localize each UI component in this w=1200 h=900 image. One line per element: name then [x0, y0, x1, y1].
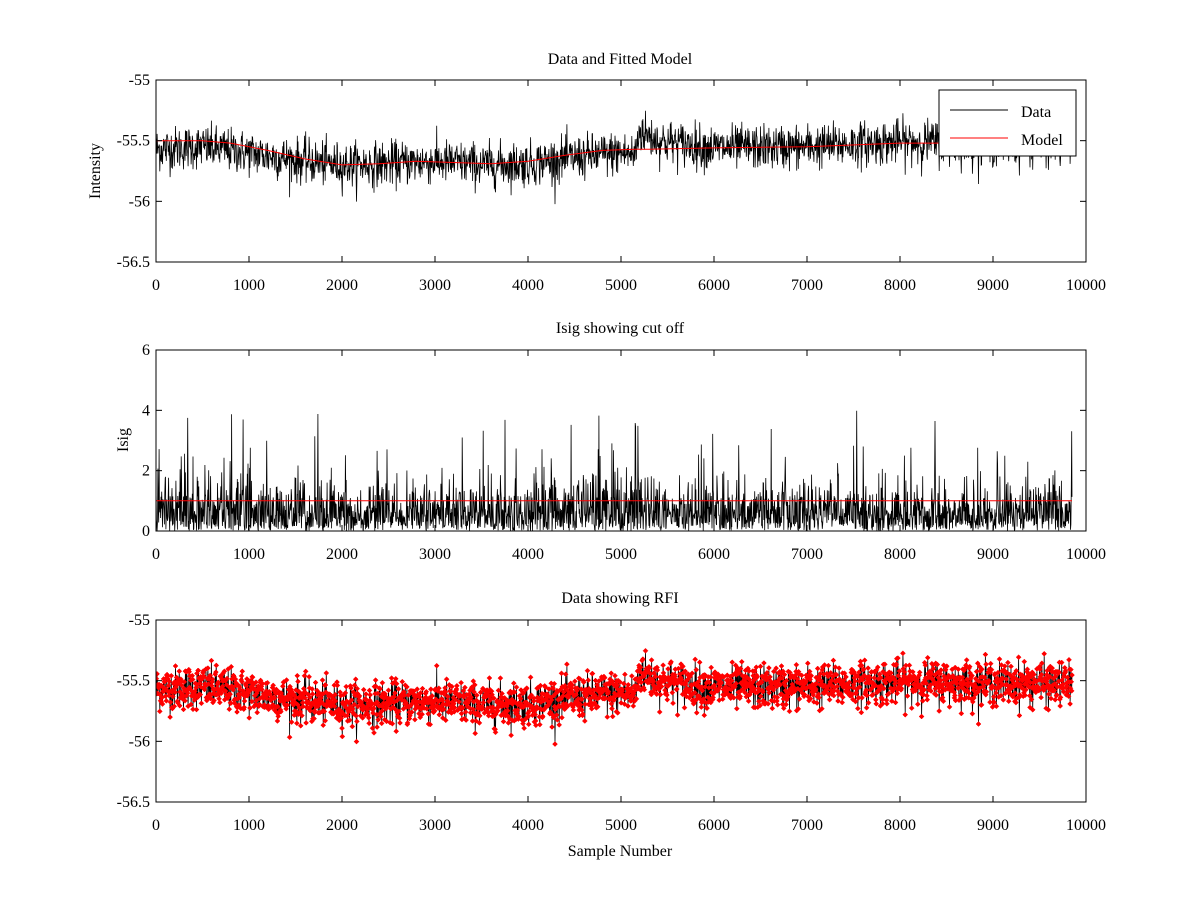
x-tick-label: 10000	[1066, 546, 1106, 563]
x-tick-label: 10000	[1066, 277, 1106, 294]
y-tick-label: 0	[142, 523, 150, 540]
axis-ticks: 0 1000 2000 3000 4000 5000 6000 7000 8000 9000 100…	[117, 72, 1106, 294]
y-tick-label: -56.5	[117, 794, 150, 811]
y-axis-label: Isig	[115, 428, 132, 452]
y-tick-label: -55.5	[117, 133, 150, 150]
axis-ticks: 0 1000 2000 3000 4000 5000 6000 7000 8000 9000 100…	[117, 612, 1106, 834]
series-data	[156, 110, 1073, 205]
rfi-markers	[156, 647, 1075, 747]
x-tick-label: 5000	[605, 817, 637, 834]
y-tick-label: -55.5	[117, 673, 150, 690]
x-tick-label: 6000	[698, 817, 730, 834]
x-tick-label: 0	[152, 277, 160, 294]
plot-area	[156, 410, 1073, 531]
y-tick-label: 2	[142, 463, 150, 480]
x-tick-label: 3000	[419, 546, 451, 563]
y-tick-label: -56	[129, 193, 150, 210]
x-tick-label: 10000	[1066, 817, 1106, 834]
x-tick-label: 7000	[791, 546, 823, 563]
x-tick-label: 4000	[512, 546, 544, 563]
series-model	[156, 140, 1073, 166]
chart-title: Data showing RFI	[561, 590, 678, 607]
x-tick-label: 0	[152, 546, 160, 563]
x-axis-label: Sample Number	[568, 843, 673, 860]
chart-title: Data and Fitted Model	[548, 51, 693, 68]
y-tick-label: -56	[129, 733, 150, 750]
axis-ticks: 0 1000 2000 3000 4000 5000 6000 7000 8000 9000 100…	[142, 342, 1106, 563]
x-tick-label: 2000	[326, 546, 358, 563]
x-tick-label: 1000	[233, 277, 265, 294]
x-tick-label: 0	[152, 817, 160, 834]
x-tick-label: 2000	[326, 817, 358, 834]
y-axis-label: Intensity	[87, 143, 104, 199]
legend-entry-data: Data	[1021, 104, 1051, 121]
x-tick-label: 9000	[977, 277, 1009, 294]
y-tick-label: 4	[142, 402, 150, 419]
plot-area	[156, 110, 1073, 205]
series-rfi	[156, 647, 1075, 747]
x-tick-label: 4000	[512, 277, 544, 294]
series-isig	[156, 410, 1073, 531]
x-tick-label: 3000	[419, 277, 451, 294]
x-tick-label: 6000	[698, 277, 730, 294]
y-tick-label: -56.5	[117, 254, 150, 271]
x-tick-label: 8000	[884, 277, 916, 294]
x-tick-label: 9000	[977, 546, 1009, 563]
x-tick-label: 8000	[884, 546, 916, 563]
x-tick-label: 1000	[233, 817, 265, 834]
plot-area	[156, 647, 1075, 747]
legend-box	[938, 89, 1077, 157]
y-tick-label: -55	[129, 72, 150, 89]
x-tick-label: 2000	[326, 277, 358, 294]
panel-isig-cut-off: Isig showing cut off Isig 0 1000 2000 3000 4…	[115, 320, 1106, 563]
x-tick-label: 7000	[791, 277, 823, 294]
x-tick-label: 7000	[791, 817, 823, 834]
y-tick-label: 6	[142, 342, 150, 359]
x-tick-label: 5000	[605, 546, 637, 563]
legend: Data Model	[938, 89, 1077, 157]
x-tick-label: 6000	[698, 546, 730, 563]
x-tick-label: 1000	[233, 546, 265, 563]
panel-data-fitted-model: Data and Fitted Model Intensity 0 1000 200…	[87, 51, 1106, 294]
x-tick-label: 5000	[605, 277, 637, 294]
chart-title: Isig showing cut off	[556, 320, 685, 337]
panel-data-rfi: Data showing RFI 0 1000 2000 3000 4000 5000 60…	[117, 590, 1106, 860]
x-tick-label: 8000	[884, 817, 916, 834]
x-tick-label: 3000	[419, 817, 451, 834]
legend-entry-model: Model	[1021, 132, 1063, 149]
y-tick-label: -55	[129, 612, 150, 629]
x-tick-label: 4000	[512, 817, 544, 834]
x-tick-label: 9000	[977, 817, 1009, 834]
